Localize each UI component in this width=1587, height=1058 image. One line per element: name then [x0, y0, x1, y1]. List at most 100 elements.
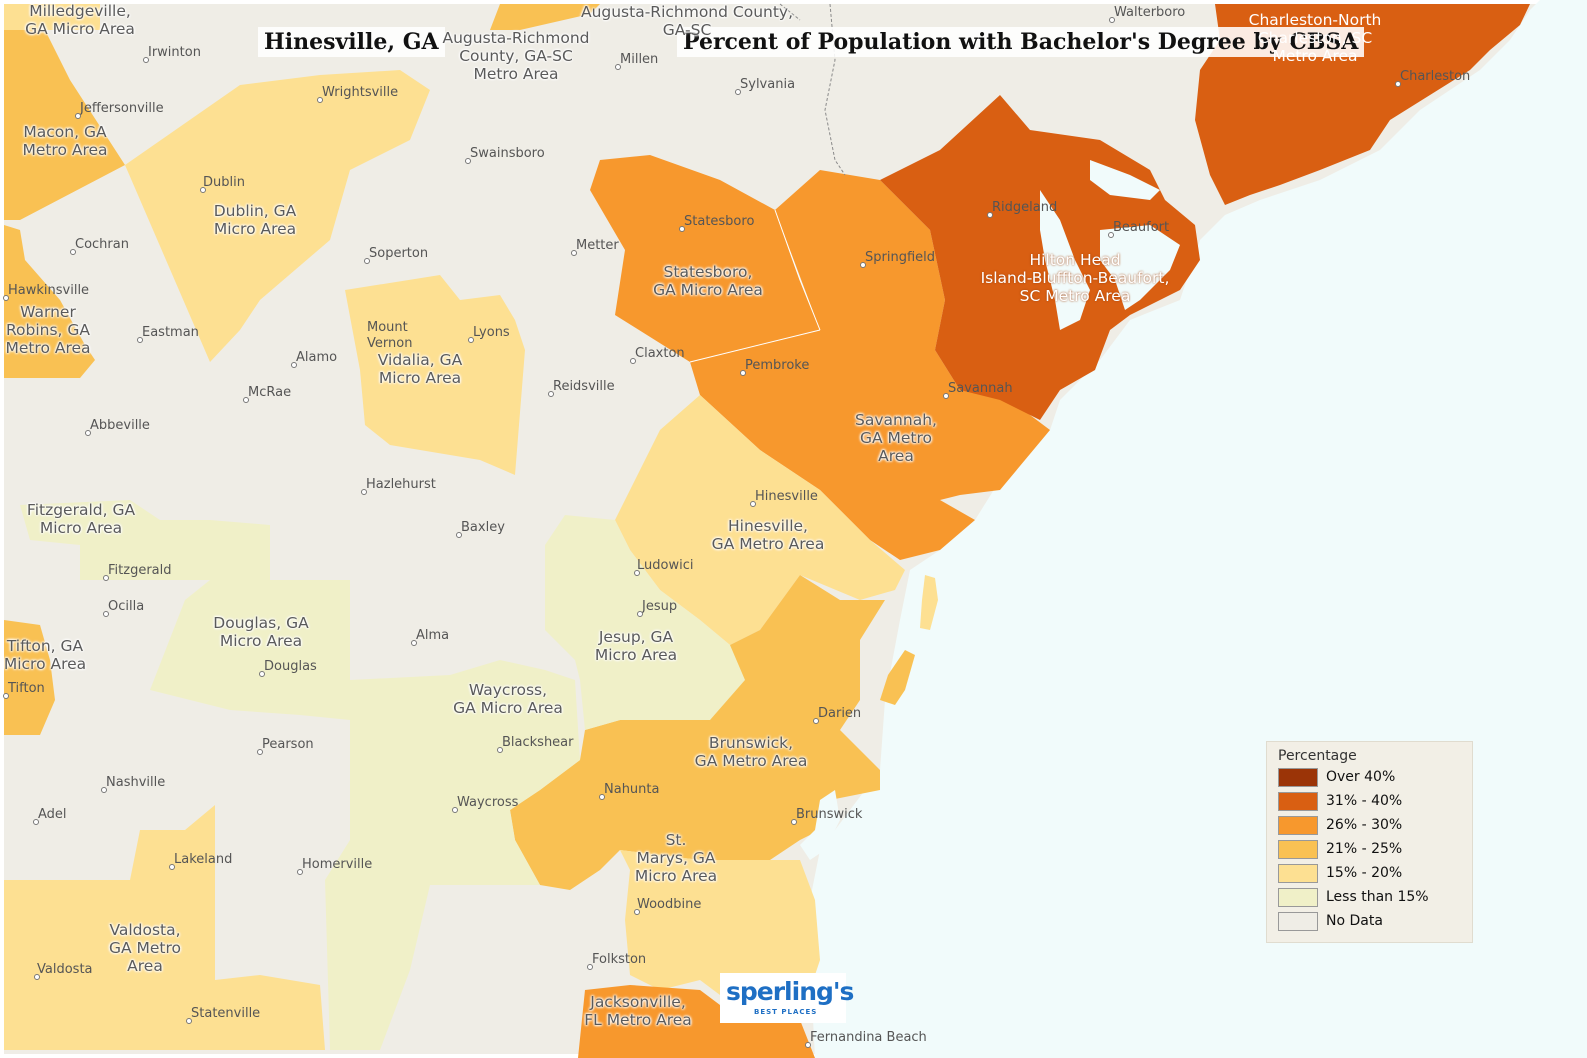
city-waycross: Waycross [452, 795, 518, 813]
region-hinesville[interactable] [615, 395, 905, 645]
city-dot-icon [143, 57, 149, 63]
area-label-valdosta: Valdosta, GA Metro Area [108, 921, 182, 975]
city-mcrae: McRae [243, 385, 291, 403]
city-hazlehurst: Hazlehurst [361, 477, 436, 495]
legend-title: Percentage [1278, 748, 1357, 764]
region-macon[interactable] [4, 30, 125, 220]
city-name: Fernandina Beach [810, 1030, 927, 1045]
state-boundary-north [779, 3, 801, 21]
region-st-marys[interactable] [620, 850, 820, 995]
city-name: Savannah [948, 381, 1013, 396]
region-valdosta-east[interactable] [215, 975, 325, 1050]
area-label-brunswick: Brunswick, GA Metro Area [694, 734, 808, 770]
map-title: Percent of Population with Bachelor's De… [677, 27, 1365, 57]
city-name: Pearson [262, 737, 314, 752]
region-jesup[interactable] [545, 515, 745, 730]
legend-label: 26% - 30% [1326, 817, 1403, 833]
city-dot-icon [137, 337, 143, 343]
city-dot-icon [169, 864, 175, 870]
inlet [1090, 160, 1160, 200]
region-valdosta[interactable] [4, 805, 215, 1050]
area-label-douglas: Douglas, GA Micro Area [213, 614, 309, 650]
sperlings-logo[interactable]: sperling's BEST PLACES [720, 973, 854, 1023]
city-name: Millen [620, 52, 659, 67]
city-name: Sylvania [740, 77, 796, 92]
city-name: Metter [576, 238, 619, 253]
city-claxton: Claxton [630, 346, 685, 364]
area-label-fitzgerald: Fitzgerald, GA Micro Area [26, 501, 136, 537]
city-name: Homerville [302, 857, 373, 872]
city-dot-icon [103, 575, 109, 581]
city-soperton: Soperton [364, 246, 428, 264]
legend-swatch [1278, 840, 1318, 859]
region-brunswick[interactable] [510, 575, 885, 890]
area-label-macon: Macon, GA Metro Area [22, 123, 108, 159]
region-vidalia[interactable] [345, 275, 525, 475]
area-label-hinesville: Hinesville, GA Metro Area [711, 517, 825, 553]
region-warner-robins[interactable] [4, 225, 95, 378]
city-blackshear: Blackshear [497, 735, 574, 753]
city-name: Mount Vernon [367, 320, 413, 351]
city-eastman: Eastman [137, 325, 199, 343]
logo-subtitle: BEST PLACES [754, 1008, 818, 1016]
city-dot-icon [297, 869, 303, 875]
sound [800, 790, 840, 860]
region-augusta[interactable] [490, 4, 600, 30]
area-label-vidalia: Vidalia, GA Micro Area [377, 351, 463, 387]
city-name: Beaufort [1113, 220, 1170, 235]
city-abbeville: Abbeville [85, 418, 150, 436]
city-homerville: Homerville [297, 857, 373, 875]
city-name: Fitzgerald [108, 563, 172, 578]
city-metter: Metter [571, 238, 619, 256]
legend-swatch [1278, 792, 1318, 811]
city-dot-icon [291, 362, 297, 368]
area-label-jacksonville: Jacksonville, FL Metro Area [584, 993, 692, 1029]
city-dot-icon [259, 671, 265, 677]
area-label-st-marys: St. Marys, GA Micro Area [634, 831, 718, 885]
city-name: Hinesville [755, 489, 818, 504]
cbsa-boundary-savannah [774, 209, 821, 331]
city-dot-icon [634, 909, 640, 915]
inlet [1040, 190, 1090, 330]
city-dot-icon [679, 226, 685, 232]
region-waycross[interactable] [325, 660, 580, 1050]
region-savannah[interactable] [690, 170, 1050, 560]
city-dot-icon [615, 64, 621, 70]
legend-swatch [1278, 912, 1318, 931]
city-dot-icon [630, 358, 636, 364]
region-douglas[interactable] [150, 520, 350, 720]
city-dot-icon [740, 370, 746, 376]
barrier-island-2[interactable] [880, 650, 915, 705]
barrier-island-1[interactable] [920, 575, 938, 630]
city-ridgeland: Ridgeland [987, 200, 1057, 218]
city-dot-icon [548, 391, 554, 397]
city-name: Abbeville [90, 418, 150, 433]
city-name: Lyons [473, 325, 510, 340]
city-lyons: Lyons [468, 325, 510, 343]
area-label-savannah: Savannah, GA Metro Area [855, 411, 937, 465]
city-douglas: Douglas [259, 659, 317, 677]
region-milledgeville[interactable] [4, 4, 100, 30]
region-fitzgerald[interactable] [20, 500, 210, 580]
area-label-dublin: Dublin, GA Micro Area [213, 202, 297, 238]
city-name: Cochran [75, 237, 129, 252]
region-statesboro[interactable] [590, 155, 820, 362]
legend-label: 15% - 20% [1326, 865, 1403, 881]
city-name: Nahunta [604, 782, 660, 797]
city-dot-icon [3, 295, 9, 301]
city-valdosta: Valdosta [34, 962, 93, 980]
city-dot-icon [791, 819, 797, 825]
area-label-waycross: Waycross, GA Micro Area [453, 681, 563, 717]
city-name: Hazlehurst [366, 477, 436, 492]
legend-label: 31% - 40% [1326, 793, 1403, 809]
city-dot-icon [805, 1042, 811, 1048]
city-adel: Adel [33, 807, 67, 825]
city-name: Darien [818, 706, 862, 721]
city-name: Jesup [642, 599, 678, 614]
city-name: Douglas [264, 659, 317, 674]
region-tifton[interactable] [4, 620, 55, 735]
legend-swatch [1278, 816, 1318, 835]
region-dublin[interactable] [125, 70, 430, 362]
region-jacksonville[interactable] [578, 985, 815, 1058]
city-ocilla: Ocilla [103, 599, 144, 617]
